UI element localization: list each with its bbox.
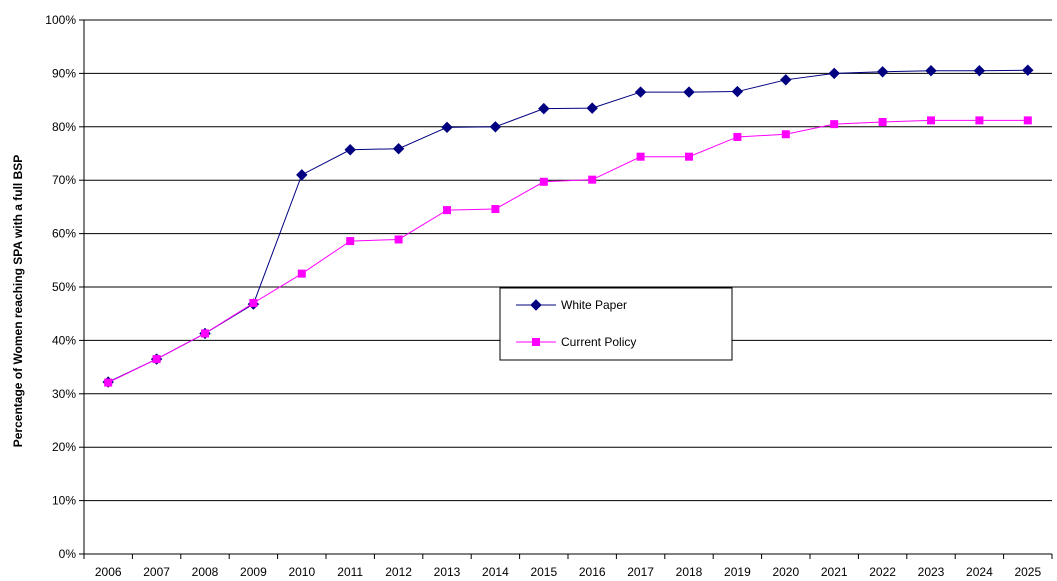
y-tick-label: 80% — [52, 120, 76, 134]
data-point — [828, 67, 840, 80]
data-point — [152, 355, 161, 364]
y-tick-label: 0% — [59, 547, 77, 561]
data-point — [392, 142, 405, 155]
y-tick-label: 70% — [52, 173, 76, 187]
data-point — [878, 117, 887, 126]
y-tick-label: 10% — [52, 494, 76, 508]
x-tick-label: 2025 — [1014, 565, 1041, 579]
x-tick-label: 2007 — [143, 565, 170, 579]
data-point — [249, 299, 258, 308]
legend-box — [499, 287, 733, 361]
data-point — [973, 65, 986, 77]
y-axis-title: Percentage of Women reaching SPA with a … — [11, 155, 25, 448]
x-tick-label: 2021 — [821, 565, 848, 579]
data-point — [489, 121, 502, 133]
data-point — [636, 152, 645, 161]
data-point — [443, 206, 451, 215]
data-point — [346, 237, 355, 246]
data-point — [588, 175, 597, 184]
legend: White Paper Current Policy — [499, 287, 733, 361]
x-tick-label: 2022 — [869, 565, 896, 579]
data-point — [539, 177, 548, 186]
y-tick-label: 60% — [52, 227, 76, 241]
x-tick-label: 2013 — [434, 565, 461, 579]
data-point — [731, 85, 744, 98]
x-tick-label: 2024 — [966, 565, 993, 579]
data-point — [586, 102, 598, 114]
legend-marker — [530, 299, 542, 311]
axes: 0% 10% 20% 30% 40% 50% 60% 70% 80% 90% 100% 2006 200… — [45, 13, 1053, 579]
data-point — [441, 121, 453, 134]
x-tick-label: 2008 — [192, 565, 219, 579]
x-tick-label: 2011 — [337, 565, 363, 579]
x-tick-label: 2023 — [918, 565, 945, 579]
y-tick-label: 40% — [52, 333, 76, 347]
data-point — [104, 378, 113, 387]
data-point — [1023, 116, 1032, 125]
x-tick-label: 2016 — [579, 565, 606, 579]
data-point — [975, 116, 984, 125]
x-tick-label: 2014 — [482, 565, 509, 579]
x-tick-label: 2018 — [676, 565, 703, 579]
x-tick-label: 2020 — [772, 565, 799, 579]
y-tick-label: 100% — [45, 13, 76, 27]
data-point — [296, 169, 308, 181]
data-point — [344, 144, 356, 156]
data-point — [830, 120, 839, 129]
x-tick-label: 2009 — [240, 565, 267, 579]
legend-marker — [532, 338, 540, 346]
legend-label: White Paper — [561, 298, 627, 312]
data-point — [297, 269, 306, 278]
legend-label: Current Policy — [561, 335, 636, 349]
x-tick-label: 2010 — [288, 565, 315, 579]
data-point — [927, 116, 935, 125]
data-point — [733, 132, 742, 141]
series-line — [107, 119, 1028, 384]
data-point — [925, 65, 937, 77]
data-point — [634, 86, 647, 98]
x-tick-label: 2017 — [627, 565, 654, 579]
gridlines — [84, 19, 1052, 502]
data-point — [781, 130, 790, 139]
data-point — [538, 102, 550, 115]
data-point — [1022, 64, 1034, 76]
y-tick-label: 50% — [52, 280, 76, 294]
data-point — [394, 235, 403, 244]
legend-item: Current Policy — [516, 335, 636, 349]
series — [102, 64, 1034, 388]
data-point — [876, 66, 889, 78]
x-tick-label: 2015 — [530, 565, 557, 579]
data-point — [683, 86, 695, 98]
y-tick-label: 90% — [52, 66, 76, 80]
data-point — [780, 74, 792, 86]
x-tick-label: 2012 — [385, 565, 412, 579]
legend-item: White Paper — [516, 298, 627, 312]
y-tick-label: 30% — [52, 387, 76, 401]
data-point — [685, 152, 693, 161]
data-point — [491, 205, 500, 214]
y-tick-label: 20% — [52, 440, 76, 454]
series-1 — [104, 116, 1032, 387]
x-tick-label: 2006 — [95, 565, 122, 579]
series-line — [107, 69, 1028, 383]
x-tick-label: 2019 — [724, 565, 751, 579]
data-point — [201, 329, 209, 338]
